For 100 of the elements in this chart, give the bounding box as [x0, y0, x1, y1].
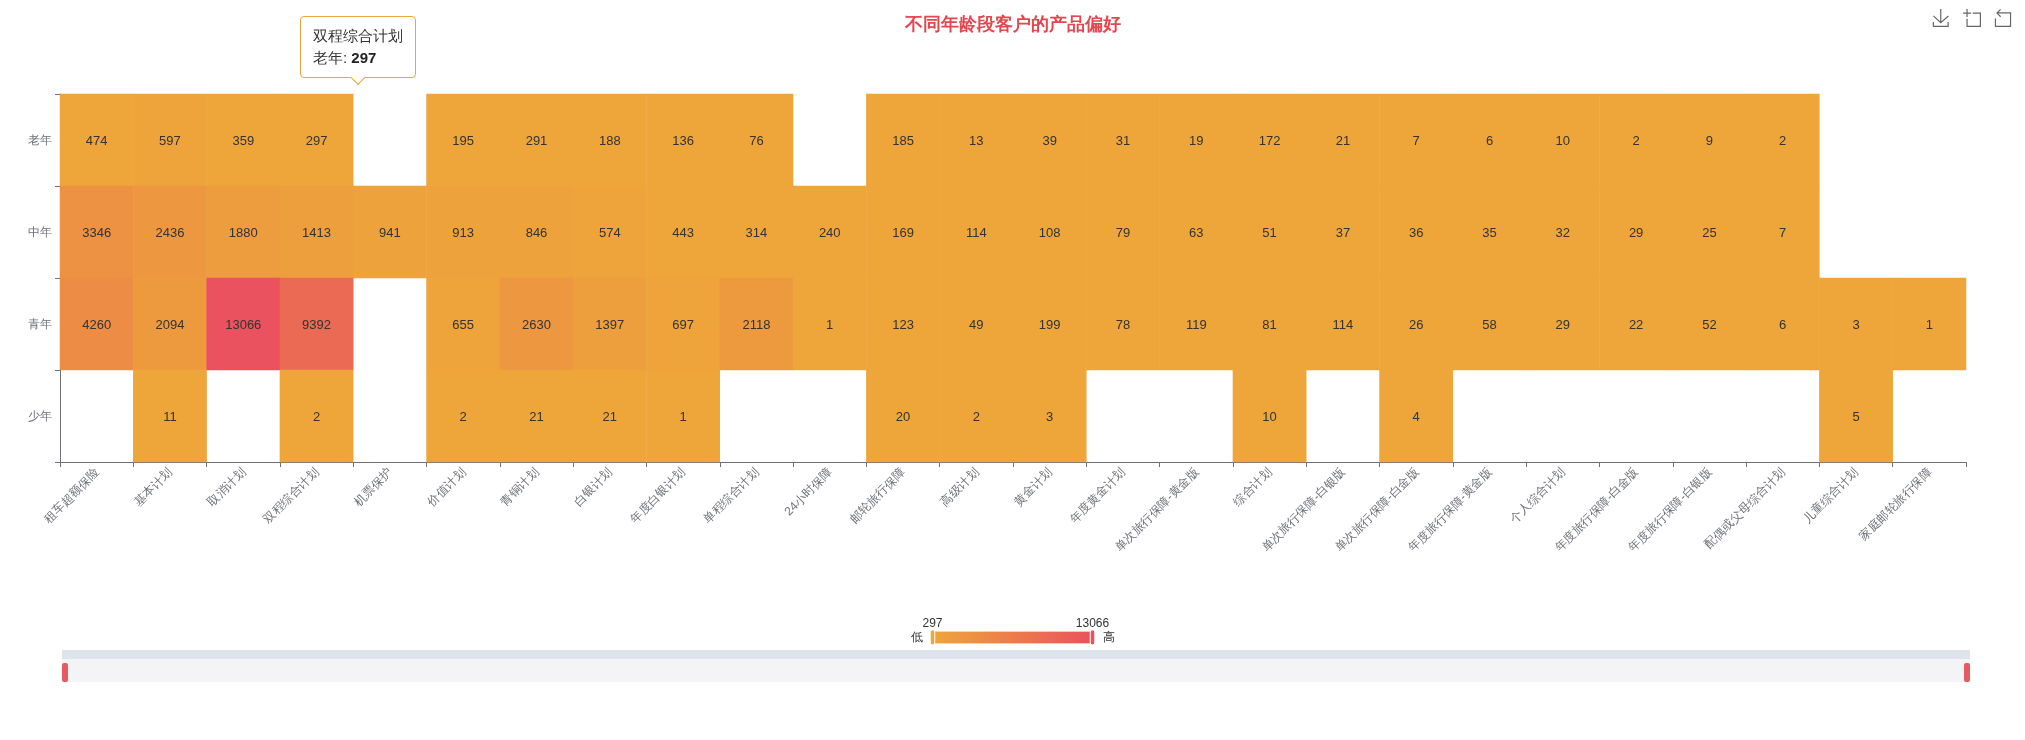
- data-label: 2: [312, 408, 321, 424]
- data-label: 29: [1555, 316, 1571, 332]
- data-label: 1: [679, 408, 687, 424]
- data-label: 81: [1262, 316, 1277, 332]
- x-tick-label: 综合计划: [1230, 465, 1275, 509]
- data-label: 7: [1779, 224, 1787, 240]
- data-label: 359: [232, 132, 255, 148]
- data-label: 185: [892, 132, 914, 148]
- data-label: 26: [1408, 316, 1424, 332]
- data-label: 29: [1628, 224, 1644, 240]
- data-label: 443: [672, 224, 694, 240]
- data-label: 297: [305, 132, 328, 148]
- y-tick-label: 青年: [28, 317, 52, 331]
- x-tick-label: 年度黄金计划: [1067, 465, 1128, 526]
- x-tick-label: 机票保护: [350, 465, 395, 509]
- data-label: 1: [1925, 316, 1933, 332]
- data-label: 314: [745, 224, 768, 240]
- data-label: 195: [452, 132, 475, 148]
- text: 低: [910, 630, 923, 645]
- data-label: 6: [1779, 316, 1787, 332]
- data-label: 199: [1038, 316, 1061, 332]
- data-label: 913: [452, 224, 475, 240]
- data-label: 3346: [82, 224, 112, 240]
- x-tick-label: 邮轮旅行保障: [847, 465, 908, 526]
- x-tick-label: 双程综合计划: [260, 465, 322, 526]
- data-label: 2: [972, 408, 980, 424]
- data-label: 846: [525, 224, 548, 240]
- data-label: 58: [1482, 316, 1497, 332]
- data-label: 10: [1262, 408, 1277, 424]
- x-tick-label: 白银计划: [570, 465, 615, 509]
- y-tick-label: 少年: [28, 409, 52, 423]
- data-label: 52: [1702, 316, 1717, 332]
- data-label: 108: [1038, 224, 1061, 240]
- data-label: 697: [672, 316, 694, 332]
- data-label: 22: [1628, 316, 1644, 332]
- color-bar-label: 13066: [1075, 616, 1110, 630]
- data-label: 20: [895, 408, 911, 424]
- data-label: 11: [163, 408, 177, 424]
- x-tick-label: 租车超额保险: [40, 465, 102, 526]
- data-label: 188: [598, 132, 621, 148]
- y-tick-label: 老年: [28, 133, 52, 147]
- x-tick-label: 年度白银计划: [627, 465, 689, 526]
- data-label: 76: [749, 132, 764, 148]
- data-label: 2436: [155, 224, 185, 240]
- data-label: 1413: [302, 224, 332, 240]
- data-label: 78: [1115, 316, 1131, 332]
- data-label: 1397: [595, 316, 625, 332]
- data-label: 2: [1779, 132, 1787, 148]
- data-label: 35: [1482, 224, 1497, 240]
- x-tick-label: 青铜计划: [497, 465, 542, 509]
- data-label: 123: [892, 316, 914, 332]
- x-tick-label: 儿童综合计划: [1800, 465, 1861, 526]
- data-label: 49: [969, 316, 984, 332]
- data-label: 4260: [82, 316, 112, 332]
- data-label: 10: [1555, 132, 1571, 148]
- data-label: 19: [1189, 132, 1204, 148]
- data-label: 2: [1632, 132, 1640, 148]
- data-label: 114: [965, 224, 987, 240]
- x-tick-label: 单程综合计划: [700, 465, 762, 526]
- y-tick-label: 中年: [28, 225, 52, 239]
- data-label: 3: [1046, 408, 1054, 424]
- data-label: 655: [452, 316, 475, 332]
- data-label: 1880: [228, 224, 258, 240]
- x-tick-label: 基本计划: [131, 465, 175, 509]
- data-label: 21: [602, 408, 618, 424]
- data-label: 119: [1185, 316, 1207, 332]
- data-label: 9392: [302, 316, 332, 332]
- data-label: 574: [598, 224, 621, 240]
- data-label: 51: [1262, 224, 1277, 240]
- data-label: 79: [1115, 224, 1131, 240]
- chart-title: 不同年龄段客户的产品偏好: [903, 14, 1121, 34]
- data-label: 291: [525, 132, 548, 148]
- x-tick-label: 取消计划: [204, 465, 249, 509]
- x-tick-label: 24小时保障: [781, 465, 835, 519]
- x-tick-label: 高级计划: [937, 465, 982, 509]
- data-label: 474: [85, 132, 108, 148]
- data-label: 37: [1335, 224, 1351, 240]
- data-label: 1: [826, 316, 834, 332]
- data-label: 597: [159, 132, 181, 148]
- data-label: 4: [1412, 408, 1420, 424]
- data-label: 941: [379, 224, 401, 240]
- data-label: 2: [459, 408, 467, 424]
- data-label: 5: [1852, 408, 1860, 424]
- data-label: 39: [1042, 132, 1057, 148]
- data-label: 63: [1189, 224, 1204, 240]
- data-label: 7: [1412, 132, 1420, 148]
- color-bar-label: 297: [922, 616, 943, 630]
- data-label: 13066: [225, 316, 262, 332]
- data-label: 2630: [522, 316, 551, 332]
- data-label: 6: [1485, 132, 1494, 148]
- data-label: 13: [969, 132, 984, 148]
- data-label: 32: [1555, 224, 1571, 240]
- data-label: 240: [818, 224, 841, 240]
- data-label: 136: [672, 132, 694, 148]
- data-label: 172: [1258, 132, 1281, 148]
- x-tick-label: 价值计划: [423, 465, 469, 510]
- text: 高: [1102, 630, 1115, 645]
- data-label: 169: [892, 224, 914, 240]
- data-label: 9: [1705, 132, 1714, 148]
- data-label: 36: [1408, 224, 1424, 240]
